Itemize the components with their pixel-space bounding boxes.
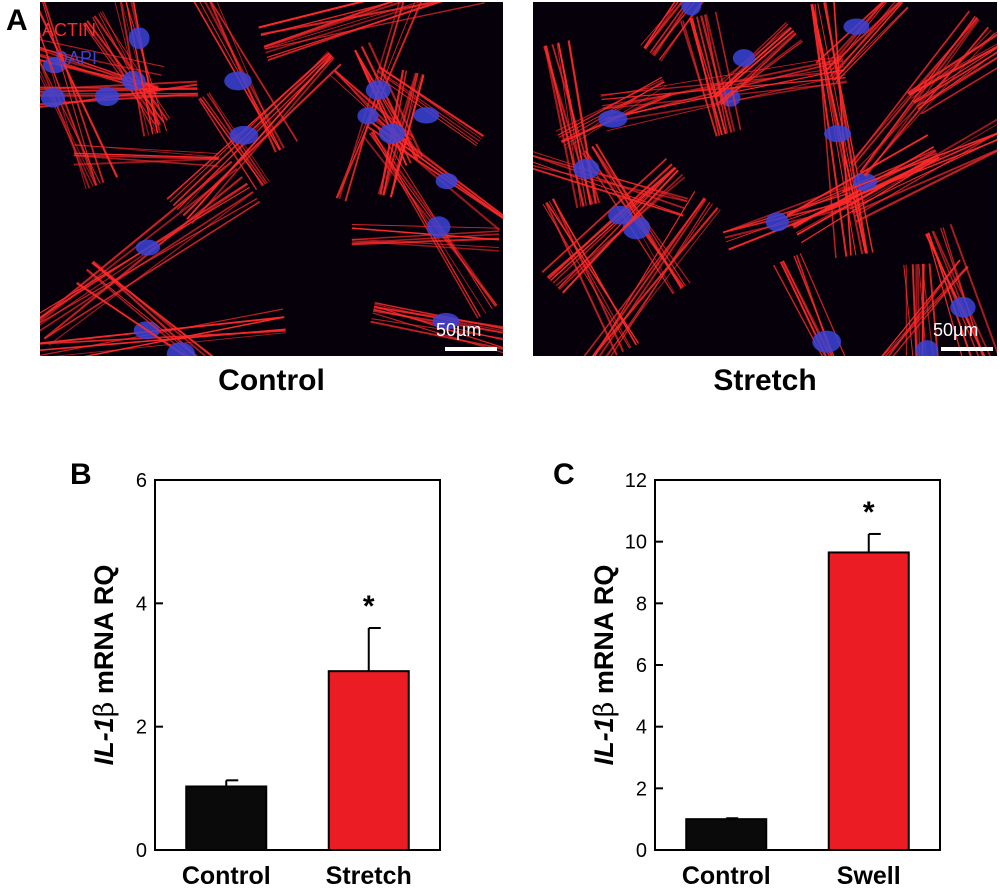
y-tick-label: 0 — [136, 840, 147, 862]
bar — [827, 551, 910, 851]
y-axis-label: IL-1β mRNA RQ — [589, 565, 620, 766]
nucleus — [94, 87, 120, 107]
nucleus — [224, 71, 252, 91]
nucleus — [135, 239, 161, 256]
nucleus — [435, 173, 458, 190]
legend-actin: ACTIN — [42, 20, 96, 40]
nucleus — [426, 216, 451, 238]
nucleus — [598, 110, 628, 128]
plot-frame — [154, 479, 441, 851]
nucleus — [413, 107, 440, 124]
x-category-label: Swell — [837, 862, 901, 890]
nucleus — [365, 80, 391, 100]
nucleus — [573, 158, 600, 179]
x-category-label: Control — [182, 862, 271, 890]
significance-marker: * — [363, 590, 375, 623]
x-category-label: Stretch — [326, 862, 412, 890]
y-tick-label: 10 — [625, 532, 647, 554]
nucleus — [40, 87, 66, 108]
y-tick-label: 0 — [636, 840, 647, 862]
nucleus — [166, 342, 196, 356]
y-axis-label: IL-1β mRNA RQ — [89, 565, 120, 766]
nucleus — [378, 123, 406, 144]
bar — [327, 670, 410, 851]
scale-bar — [941, 347, 993, 351]
panel-label-a: A — [6, 4, 28, 37]
x-category-label: Control — [682, 862, 771, 890]
scale-bar-label: 50µm — [933, 320, 979, 340]
nucleus — [852, 173, 877, 192]
significance-marker: * — [863, 496, 875, 529]
nucleus — [765, 212, 789, 232]
nucleus — [843, 18, 870, 35]
y-tick-label: 4 — [136, 593, 147, 615]
scale-bar-label: 50µm — [436, 320, 482, 340]
y-tick-label: 6 — [136, 470, 147, 492]
y-tick-label: 8 — [636, 593, 647, 615]
nucleus — [608, 205, 633, 225]
actin-fiber-bundle — [842, 118, 997, 223]
scale-bar — [445, 347, 497, 351]
chart-c: 0 2 4 6 8 10 12 Control * Swell IL-1β mRNA RQ — [500, 460, 1000, 890]
nucleus — [812, 330, 842, 353]
actin-fiber-bundle — [82, 10, 171, 130]
nucleus — [432, 313, 460, 330]
nucleus — [681, 2, 702, 16]
micrograph-control: ACTIN DAPI 50µm — [40, 2, 503, 356]
chart-b: 0 2 4 6 Control * Stretch IL-1β mRNA RQ — [0, 460, 500, 890]
nucleus — [915, 340, 939, 356]
nucleus — [357, 107, 379, 125]
y-tick-label: 12 — [625, 470, 647, 492]
nucleus — [732, 49, 756, 67]
caption-stretch: Stretch — [713, 364, 817, 397]
y-tick-label: 6 — [636, 655, 647, 677]
actin-fiber-bundle — [680, 11, 742, 137]
nucleus — [128, 27, 150, 49]
y-tick-label: 2 — [636, 778, 647, 800]
legend-dapi: DAPI — [55, 48, 98, 68]
micrograph-stretch: 50µm — [533, 2, 997, 356]
actin-fiber-bundle — [583, 190, 721, 356]
nucleus — [824, 125, 852, 143]
y-tick-label: 4 — [636, 717, 647, 739]
panel-label-b: B — [70, 458, 92, 491]
actin-fiber-bundle — [258, 2, 485, 62]
actin-fiber-bundle — [351, 224, 500, 252]
caption-control: Control — [218, 364, 325, 397]
nucleus — [229, 125, 259, 145]
actin-fiber-bundle — [166, 51, 342, 225]
y-tick-label: 2 — [136, 717, 147, 739]
bar — [685, 818, 768, 851]
nucleus — [950, 296, 976, 318]
actin-fiber-bundle — [849, 10, 996, 178]
panel-label-c: C — [553, 458, 575, 491]
bar — [185, 785, 268, 852]
